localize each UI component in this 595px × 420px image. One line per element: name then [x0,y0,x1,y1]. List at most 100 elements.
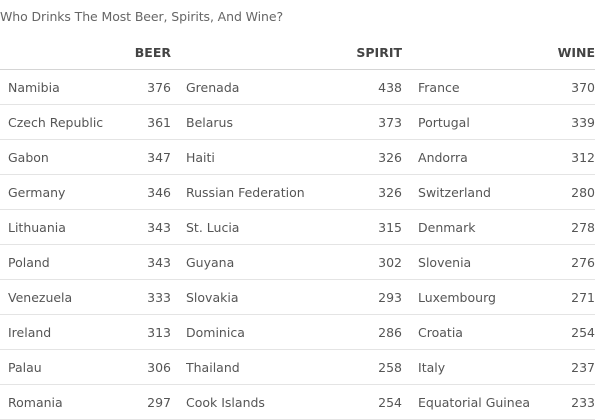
wine-value-cell: 276 [558,244,595,280]
spirit-value-cell: 302 [330,244,403,280]
cell-spacer [171,174,186,210]
wine-country-cell: Equatorial Guinea [418,384,559,420]
spirit-country-cell: Grenada [186,69,330,105]
table-row: Venezuela 333 Slovakia 293 Luxembourg 271 [0,279,595,315]
spirit-value-cell: 373 [330,104,403,140]
spirit-country-cell: Guyana [186,244,330,280]
cell-spacer [171,349,186,385]
cell-spacer [402,174,419,210]
spirit-country-cell: Belarus [186,104,330,140]
wine-value-cell: 254 [558,314,595,350]
cell-spacer [0,139,8,175]
cell-spacer [0,209,8,245]
column-header-spirit: SPIRIT [171,36,403,70]
spirit-country-cell: St. Lucia [186,209,330,245]
table-row: Gabon 347 Haiti 326 Andorra 312 [0,139,595,175]
spirit-country-cell: Haiti [186,139,330,175]
beer-country-cell: Venezuela [8,279,125,315]
cell-spacer [0,384,8,420]
beer-value-cell: 306 [125,349,171,385]
spirit-country-cell: Dominica [186,314,330,350]
table-body: Namibia 376 Grenada 438 France 370 Czech Repub… [0,69,595,420]
header-row: BEER SPIRIT WINE [0,36,595,70]
wine-country-cell: Italy [418,349,559,385]
wine-value-cell: 271 [558,279,595,315]
spirit-value-cell: 315 [330,209,403,245]
wine-country-cell: Portugal [418,104,559,140]
wine-value-cell: 312 [558,139,595,175]
wine-value-cell: 237 [558,349,595,385]
cell-spacer [171,314,186,350]
spirit-value-cell: 293 [330,279,403,315]
wine-country-cell: Switzerland [418,174,559,210]
spirit-value-cell: 254 [330,384,403,420]
wine-country-cell: Andorra [418,139,559,175]
cell-spacer [402,139,419,175]
cell-spacer [171,104,186,140]
cell-spacer [402,349,419,385]
beer-value-cell: 347 [125,139,171,175]
beer-country-cell: Romania [8,384,125,420]
column-header-beer: BEER [0,36,171,70]
cell-spacer [0,174,8,210]
spirit-value-cell: 438 [330,69,403,105]
beer-value-cell: 313 [125,314,171,350]
spirit-value-cell: 258 [330,349,403,385]
beer-value-cell: 297 [125,384,171,420]
beer-country-cell: Lithuania [8,209,125,245]
spirit-country-cell: Cook Islands [186,384,330,420]
table-row: Namibia 376 Grenada 438 France 370 [0,69,595,105]
table-row: Germany 346 Russian Federation 326 Switzerla… [0,174,595,210]
beer-value-cell: 376 [125,69,171,105]
cell-spacer [171,279,186,315]
table-row: Poland 343 Guyana 302 Slovenia 276 [0,244,595,280]
spirit-country-cell: Thailand [186,349,330,385]
beer-country-cell: Gabon [8,139,125,175]
wine-country-cell: Luxembourg [418,279,559,315]
table-row: Palau 306 Thailand 258 Italy 237 [0,349,595,385]
beer-value-cell: 346 [125,174,171,210]
beer-country-cell: Ireland [8,314,125,350]
spirit-country-cell: Russian Federation [186,174,330,210]
cell-spacer [402,209,419,245]
chart-title: Who Drinks The Most Beer, Spirits, And W… [0,9,283,24]
cell-spacer [171,69,186,105]
table-row: Czech Republic 361 Belarus 373 Portugal 339 [0,104,595,140]
column-header-wine: WINE [402,36,595,70]
cell-spacer [0,279,8,315]
beer-value-cell: 343 [125,209,171,245]
drinks-table: BEER SPIRIT WINE Namibia 376 Grenada 438 Fra… [0,36,595,420]
beer-country-cell: Palau [8,349,125,385]
cell-spacer [402,69,419,105]
beer-country-cell: Czech Republic [8,104,125,140]
wine-value-cell: 278 [558,209,595,245]
wine-value-cell: 339 [558,104,595,140]
cell-spacer [402,244,419,280]
beer-country-cell: Namibia [8,69,125,105]
spirit-value-cell: 326 [330,139,403,175]
cell-spacer [402,384,419,420]
cell-spacer [0,349,8,385]
cell-spacer [171,244,186,280]
spirit-value-cell: 286 [330,314,403,350]
spirit-value-cell: 326 [330,174,403,210]
beer-country-cell: Germany [8,174,125,210]
wine-value-cell: 233 [558,384,595,420]
cell-spacer [402,314,419,350]
cell-spacer [0,69,8,105]
cell-spacer [0,314,8,350]
table-row: Ireland 313 Dominica 286 Croatia 254 [0,314,595,350]
cell-spacer [171,139,186,175]
wine-country-cell: France [418,69,559,105]
wine-value-cell: 370 [558,69,595,105]
beer-value-cell: 361 [125,104,171,140]
cell-spacer [402,104,419,140]
cell-spacer [0,104,8,140]
table-row: Romania 297 Cook Islands 254 Equatorial Guin… [0,384,595,420]
cell-spacer [171,384,186,420]
wine-country-cell: Slovenia [418,244,559,280]
wine-country-cell: Croatia [418,314,559,350]
beer-country-cell: Poland [8,244,125,280]
cell-spacer [402,279,419,315]
wine-value-cell: 280 [558,174,595,210]
